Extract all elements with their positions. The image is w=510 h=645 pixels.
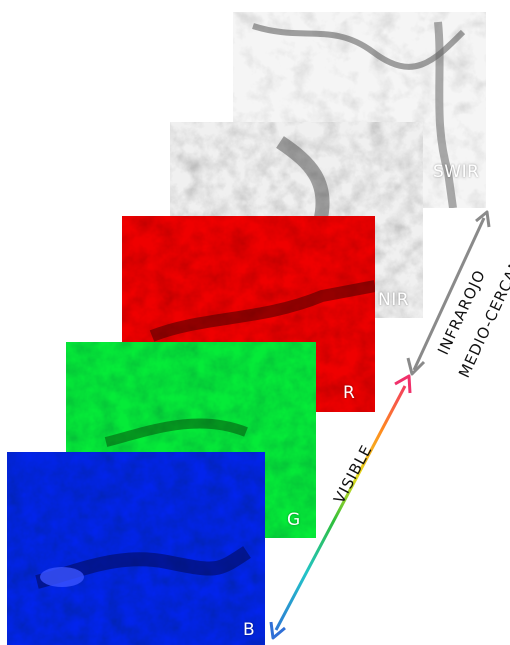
band-label-nir: NIR	[378, 290, 410, 310]
infrared-arrow	[406, 210, 491, 376]
band-image-b: B	[7, 452, 265, 645]
band-label-r: R	[343, 383, 356, 403]
band-label-b: B	[243, 620, 256, 640]
visible-spectrum-arrow	[269, 374, 412, 640]
band-label-g: G	[287, 510, 301, 530]
band-label-swir: SWIR	[433, 162, 480, 182]
